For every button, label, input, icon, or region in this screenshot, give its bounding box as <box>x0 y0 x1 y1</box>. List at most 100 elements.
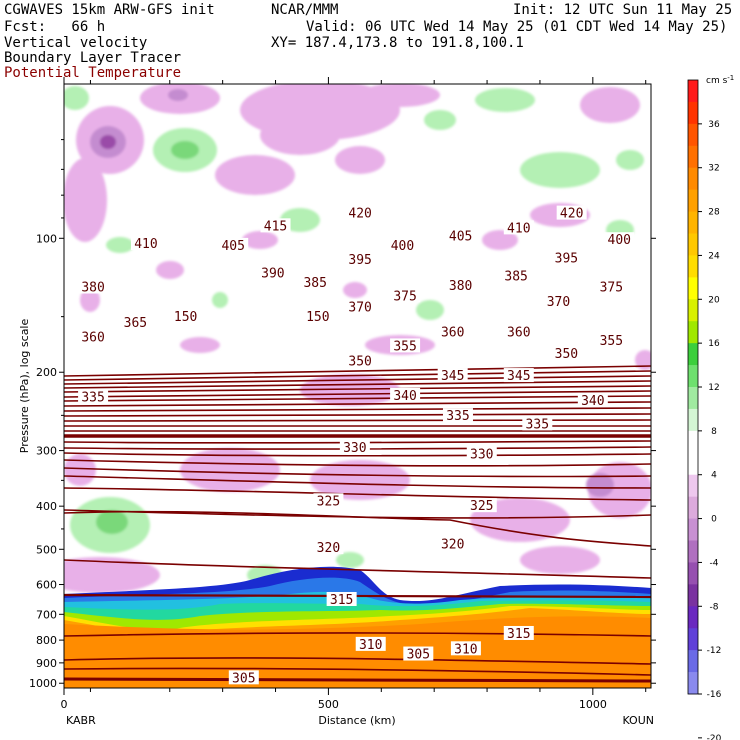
colorbar-swatch <box>688 321 698 344</box>
theta-label-text: 350 <box>348 354 371 369</box>
colorbar-swatch <box>688 518 698 541</box>
axis-layer: 100 200 300 400 500 600 700 800 900 1000 0 500 1000 <box>29 77 656 711</box>
theta-contour-label: 360 <box>437 324 468 341</box>
y-tick-label: 600 <box>36 579 57 592</box>
theta-label-text: 350 <box>555 347 578 362</box>
theta-label-bg <box>78 389 109 404</box>
theta-contour-label: 380 <box>445 277 476 294</box>
theta-contour-label: 395 <box>345 252 376 268</box>
colorbar-swatch <box>688 167 698 191</box>
colorbar-swatch <box>688 562 698 585</box>
theta-contour-label: 360 <box>503 324 534 341</box>
theta-label-text: 420 <box>560 207 583 222</box>
potential-temperature-contours <box>64 365 651 683</box>
colorbar-label: -8 <box>710 602 719 612</box>
theta-label-text: 420 <box>348 207 371 222</box>
theta-contour-label: 305 <box>228 670 259 686</box>
theta-label-text: 380 <box>449 279 472 294</box>
small-label-text: 150 <box>306 310 329 325</box>
colorbar-swatch <box>688 584 698 607</box>
theta-contour-label: 335 <box>442 408 473 424</box>
theta-label-text: 360 <box>441 326 464 341</box>
theta-label-text: 320 <box>441 538 464 553</box>
theta-label-bg <box>503 220 534 235</box>
theta-label-bg <box>556 205 587 220</box>
colorbar-label: 8 <box>711 427 717 437</box>
theta-contour-label: 360 <box>78 329 109 345</box>
theta-label-bg <box>437 536 468 551</box>
x-tick-label: 500 <box>318 698 339 711</box>
theta-contour-label: 340 <box>390 387 421 404</box>
colorbar-swatch <box>688 145 698 169</box>
colorbar-label: 20 <box>708 295 720 305</box>
colorbar-swatch <box>688 277 698 300</box>
theta-label-bg <box>313 540 344 555</box>
theta-label-text: 355 <box>600 334 623 349</box>
theta-contour-label: 350 <box>345 353 376 369</box>
theta-contour-label: 345 <box>503 368 534 384</box>
colorbar-swatch <box>688 672 698 695</box>
plot-frame <box>63 83 652 689</box>
theta-label-bg <box>387 237 418 252</box>
theta-contour-label: 370 <box>345 299 376 315</box>
theta-contour-label: 385 <box>501 268 532 285</box>
theta-label-text: 335 <box>446 409 469 424</box>
theta-contour-label: 400 <box>604 232 635 248</box>
theta-label-bg <box>577 392 608 407</box>
theta-label-bg <box>604 232 635 247</box>
theta-label-bg <box>522 416 553 431</box>
theta-contour-label: 400 <box>387 237 418 254</box>
theta-contour-label: 410 <box>503 220 534 236</box>
colorbar-swatch <box>688 540 698 563</box>
y-tick-label: 100 <box>36 232 57 245</box>
theta-label-text: 345 <box>441 369 464 384</box>
theta-label-text: 310 <box>359 638 382 653</box>
theta-label-text: 395 <box>348 253 371 268</box>
theta-label-bg <box>403 646 434 661</box>
theta-label-text: 375 <box>600 281 623 296</box>
org-label: NCAR/MMM <box>271 2 339 18</box>
x-start-station: KABR <box>66 714 96 727</box>
colorbar-swatch <box>688 650 698 673</box>
vertical-velocity-field <box>64 84 651 600</box>
theta-label-bg <box>437 368 468 383</box>
theta-contour-label: 320 <box>313 540 344 556</box>
theta-label-bg <box>596 279 627 294</box>
theta-label-text: 400 <box>391 239 414 254</box>
y-tick-label: 500 <box>36 543 57 556</box>
theta-label-bg <box>339 439 370 454</box>
theta-contour-label: 325 <box>466 498 497 514</box>
colorbar-swatch <box>688 299 698 322</box>
theta-label-bg <box>551 250 582 265</box>
theta-label-text: 305 <box>407 648 430 663</box>
theta-label-bg <box>501 268 532 283</box>
theta-label-bg <box>345 299 376 314</box>
theta-contour-label: 335 <box>78 389 109 406</box>
theta-label-text: 310 <box>454 642 477 657</box>
theta-label-text: 375 <box>393 289 416 304</box>
theta-label-text: 315 <box>507 627 530 642</box>
theta-label-text: 335 <box>526 417 549 432</box>
theta-contour-label: 395 <box>551 250 582 266</box>
theta-label-bg <box>442 408 473 423</box>
y-tick-label: 400 <box>36 500 57 513</box>
theta-contour-label: 315 <box>503 625 534 642</box>
theta-label-text: 330 <box>343 441 366 456</box>
theta-label-bg <box>257 265 288 280</box>
colorbar-label: 12 <box>708 383 719 393</box>
colorbar-label: 32 <box>708 164 719 174</box>
y-tick-label: 300 <box>36 445 57 458</box>
theta-label-bg <box>390 338 421 353</box>
theta-label-text: 360 <box>81 330 104 345</box>
small-contour-label: 150 <box>306 310 329 325</box>
theta-label-bg <box>551 346 582 361</box>
colorbar-swatch <box>688 211 698 234</box>
colorbar-swatch <box>688 606 698 629</box>
small-contour-label: 150 <box>174 310 197 325</box>
colorbar-label: 36 <box>708 120 720 130</box>
theta-label-bg <box>228 670 259 685</box>
theta-label-text: 415 <box>264 219 287 234</box>
y-tick-label: 200 <box>36 366 57 379</box>
theta-contour-label: 415 <box>260 218 291 234</box>
y-tick-label: 800 <box>36 634 57 647</box>
